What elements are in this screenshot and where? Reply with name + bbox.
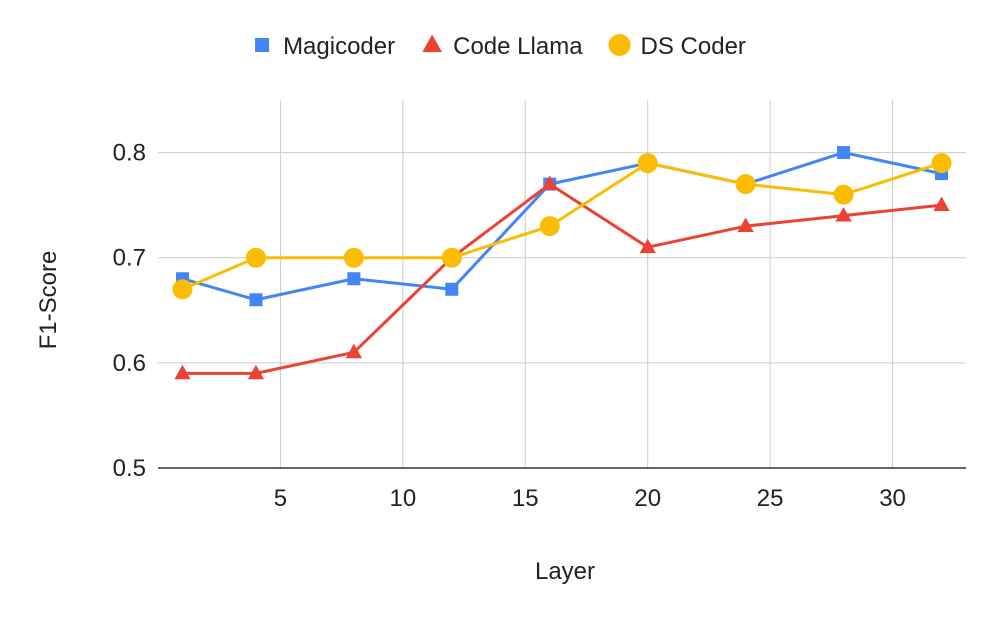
data-point-code-llama — [174, 364, 191, 380]
data-point-code-llama — [247, 364, 265, 380]
data-point-code-llama — [933, 196, 950, 212]
data-point-magicoder — [445, 282, 459, 296]
data-point-ds-coder — [735, 174, 756, 195]
y-axis-title: F1-Score — [35, 251, 62, 350]
legend: Magicoder Code Llama DS Coder — [255, 33, 746, 60]
data-point-ds-coder — [343, 247, 364, 268]
legend-label-ds-coder: DS Coder — [641, 33, 746, 60]
data-point-ds-coder — [245, 247, 266, 268]
data-point-ds-coder — [441, 247, 462, 268]
x-tick-label: 15 — [512, 485, 539, 512]
y-tick-label: 0.8 — [113, 140, 146, 167]
y-tick-label: 0.5 — [113, 455, 146, 482]
axes: 0.5 0.6 0.7 0.8 5 10 15 20 25 30 — [113, 140, 966, 512]
legend-label-code-llama: Code Llama — [453, 33, 583, 60]
data-point-ds-coder — [931, 153, 952, 174]
data-point-code-llama — [639, 238, 656, 254]
data-point-ds-coder — [637, 153, 658, 174]
series-markers — [172, 146, 952, 380]
data-point-magicoder — [249, 293, 263, 307]
x-tick-label: 20 — [634, 485, 661, 512]
series-line-code-llama — [182, 182, 942, 375]
y-tick-label: 0.6 — [113, 350, 146, 377]
legend-marker-code-llama — [422, 34, 442, 53]
data-point-ds-coder — [172, 279, 193, 300]
x-axis-title: Layer — [535, 558, 595, 585]
data-point-magicoder — [837, 146, 851, 160]
legend-marker-magicoder — [255, 38, 270, 52]
data-point-code-llama — [541, 175, 558, 190]
x-tick-label: 10 — [389, 485, 416, 512]
series-line-magicoder — [182, 151, 942, 302]
data-point-code-llama — [345, 343, 362, 359]
y-tick-label: 0.7 — [113, 245, 146, 272]
x-tick-label: 30 — [879, 485, 906, 512]
legend-label-magicoder: Magicoder — [283, 33, 395, 60]
data-point-code-llama — [835, 206, 852, 222]
x-tick-label: 5 — [274, 485, 287, 512]
legend-marker-ds-coder — [608, 34, 631, 56]
x-tick-label: 25 — [757, 485, 784, 512]
series-lines — [181, 151, 942, 375]
data-point-magicoder — [347, 272, 361, 286]
data-point-code-llama — [737, 217, 754, 233]
data-point-ds-coder — [833, 184, 854, 205]
data-point-ds-coder — [539, 216, 560, 237]
